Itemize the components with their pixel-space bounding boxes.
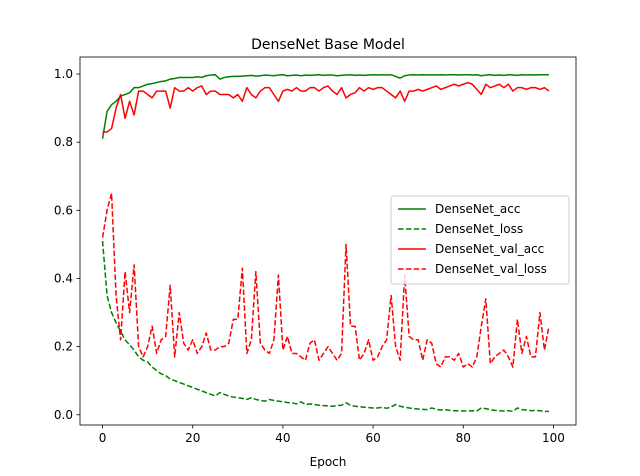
legend-label-0: DenseNet_acc <box>435 202 520 216</box>
x-axis: 0 20 40 60 80 100 <box>99 425 565 445</box>
x-tick-label-2: 40 <box>275 431 290 445</box>
x-tick-label-1: 20 <box>185 431 200 445</box>
y-tick-label-3: 0.6 <box>54 203 73 217</box>
legend-label-1: DenseNet_loss <box>435 222 523 236</box>
y-tick-label-5: 1.0 <box>54 67 73 81</box>
series-line-3 <box>101 192 550 368</box>
y-tick-label-4: 0.8 <box>54 135 73 149</box>
x-axis-label: Epoch <box>310 455 347 469</box>
legend-label-3: DenseNet_val_loss <box>435 262 547 276</box>
plot-frame <box>79 56 577 426</box>
y-tick-label-0: 0.0 <box>54 408 73 422</box>
y-tick-label-1: 0.2 <box>54 340 73 354</box>
legend: DenseNet_acc DenseNet_loss DenseNet_val_ac… <box>390 195 570 285</box>
x-tick-label-5: 100 <box>542 431 565 445</box>
chart-title: DenseNet Base Model <box>251 37 405 53</box>
legend-label-2: DenseNet_val_acc <box>435 242 544 256</box>
series-group <box>101 73 550 413</box>
x-tick-label-4: 80 <box>456 431 471 445</box>
series-line-1 <box>101 240 549 413</box>
legend-box <box>390 195 570 285</box>
y-tick-label-2: 0.4 <box>54 271 73 285</box>
series-line-0 <box>101 73 549 139</box>
x-tick-label-3: 60 <box>365 431 380 445</box>
series-line-2 <box>102 81 550 133</box>
y-axis: 0.0 0.2 0.4 0.6 0.8 1.0 <box>54 67 80 422</box>
x-tick-label-0: 0 <box>99 431 107 445</box>
